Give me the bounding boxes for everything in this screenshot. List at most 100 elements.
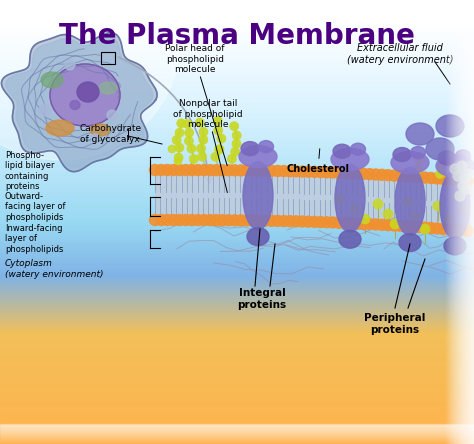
Bar [0, 149, 474, 151]
Bar [0, 397, 474, 400]
Circle shape [360, 214, 370, 224]
Bar [0, 193, 474, 195]
Circle shape [228, 155, 237, 163]
Bar [0, 175, 474, 178]
Bar [0, 355, 474, 357]
Circle shape [155, 214, 167, 226]
Bar [0, 73, 474, 75]
Ellipse shape [350, 143, 365, 155]
Bar [0, 95, 474, 98]
Bar [446, 0, 447, 444]
Bar [0, 100, 474, 102]
Bar [0, 353, 474, 355]
Text: Cholesterol: Cholesterol [286, 149, 349, 174]
Bar [0, 275, 474, 278]
Bar [0, 7, 474, 9]
Bar [0, 315, 474, 317]
Circle shape [438, 174, 449, 184]
Bar [0, 280, 474, 282]
Bar [449, 0, 450, 444]
Bar [0, 246, 474, 249]
Circle shape [174, 214, 185, 226]
Circle shape [175, 128, 184, 137]
Bar [0, 104, 474, 107]
Bar [0, 388, 474, 391]
Circle shape [334, 217, 345, 228]
Circle shape [174, 157, 182, 165]
Bar [0, 269, 474, 271]
Circle shape [197, 144, 206, 153]
Bar [0, 178, 474, 180]
Bar [0, 436, 474, 437]
Bar [0, 27, 474, 29]
Bar [0, 402, 474, 404]
Bar [0, 364, 474, 366]
Circle shape [383, 220, 393, 231]
Circle shape [213, 116, 222, 125]
Bar [0, 425, 474, 426]
Circle shape [254, 215, 265, 226]
Circle shape [175, 143, 184, 152]
Bar [0, 437, 474, 438]
Circle shape [168, 145, 176, 153]
Circle shape [321, 217, 332, 228]
Circle shape [205, 165, 216, 176]
Bar [0, 69, 474, 71]
Bar [0, 147, 474, 149]
Bar [0, 58, 474, 60]
Bar [0, 422, 474, 424]
Circle shape [453, 171, 463, 181]
Circle shape [389, 220, 400, 231]
Bar [0, 40, 474, 42]
Circle shape [390, 219, 400, 229]
Ellipse shape [99, 82, 117, 94]
Ellipse shape [444, 237, 466, 255]
Circle shape [186, 214, 197, 226]
Bar [0, 264, 474, 266]
Bar [0, 306, 474, 309]
Bar [0, 102, 474, 104]
Ellipse shape [50, 64, 120, 126]
Ellipse shape [406, 123, 434, 145]
Circle shape [199, 127, 208, 136]
Circle shape [419, 222, 430, 233]
Bar [0, 304, 474, 306]
Circle shape [223, 215, 234, 226]
Bar [466, 0, 467, 444]
Circle shape [195, 118, 204, 127]
Circle shape [364, 169, 375, 180]
Bar [0, 162, 474, 164]
Circle shape [346, 168, 357, 179]
Bar [0, 344, 474, 346]
Bar [0, 329, 474, 331]
Bar [0, 142, 474, 144]
Ellipse shape [410, 147, 426, 159]
Circle shape [242, 215, 253, 226]
Circle shape [284, 216, 295, 227]
Bar [0, 377, 474, 380]
Circle shape [229, 165, 240, 176]
Bar [0, 426, 474, 428]
Circle shape [192, 214, 203, 226]
Bar [0, 431, 474, 432]
Circle shape [183, 119, 192, 128]
Circle shape [453, 227, 463, 237]
Circle shape [223, 165, 234, 176]
Bar [0, 153, 474, 155]
Bar [0, 127, 474, 129]
Bar [0, 428, 474, 429]
Bar [0, 326, 474, 329]
Circle shape [168, 214, 179, 226]
Ellipse shape [339, 230, 361, 248]
Circle shape [187, 144, 196, 153]
Bar [0, 158, 474, 160]
Bar [0, 440, 474, 442]
Circle shape [444, 174, 455, 185]
Circle shape [419, 172, 430, 183]
Circle shape [232, 131, 241, 140]
Bar [0, 309, 474, 311]
Bar [0, 222, 474, 224]
Bar [472, 0, 473, 444]
Bar [0, 428, 474, 431]
Circle shape [395, 170, 406, 182]
